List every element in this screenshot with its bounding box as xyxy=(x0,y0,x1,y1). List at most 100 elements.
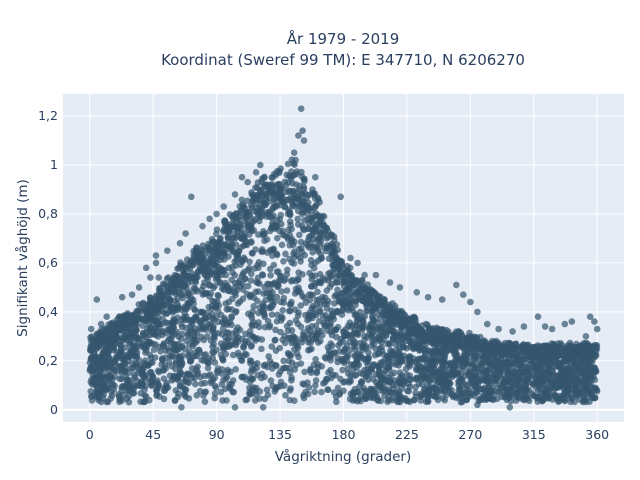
data-point xyxy=(153,387,160,394)
data-point xyxy=(527,349,534,357)
data-point xyxy=(249,375,257,383)
data-point xyxy=(185,290,193,298)
data-point xyxy=(294,215,302,223)
data-point xyxy=(316,230,324,237)
data-point xyxy=(495,325,502,333)
data-point xyxy=(198,253,205,261)
data-point xyxy=(488,388,496,396)
data-point xyxy=(162,365,170,372)
data-point xyxy=(300,381,308,388)
data-point xyxy=(524,365,531,372)
x-axis-title: Vågriktning (grader) xyxy=(275,448,412,465)
data-point xyxy=(254,279,262,287)
data-point xyxy=(262,195,270,203)
data-point xyxy=(336,298,344,305)
data-point xyxy=(232,327,240,334)
data-point xyxy=(417,332,424,340)
data-point xyxy=(198,356,205,364)
data-point xyxy=(593,325,601,333)
data-point xyxy=(311,388,318,396)
data-point xyxy=(247,277,255,284)
data-point xyxy=(181,309,188,317)
data-point xyxy=(154,333,162,340)
data-point xyxy=(223,306,231,313)
data-point xyxy=(93,296,101,303)
data-point xyxy=(339,338,347,345)
data-point xyxy=(471,387,478,395)
data-point xyxy=(285,188,293,195)
data-point xyxy=(327,328,335,336)
data-point xyxy=(133,343,141,350)
data-point xyxy=(410,313,418,321)
data-point xyxy=(551,358,559,366)
data-point xyxy=(460,353,468,361)
data-point xyxy=(222,375,230,382)
data-point xyxy=(517,390,525,397)
data-point xyxy=(207,320,214,328)
data-point xyxy=(301,294,308,302)
data-point xyxy=(204,364,212,372)
data-point xyxy=(229,377,237,384)
data-point xyxy=(123,377,131,384)
data-point xyxy=(292,156,299,164)
data-point xyxy=(283,322,291,330)
data-point xyxy=(283,171,291,179)
data-point xyxy=(295,186,303,193)
data-point xyxy=(342,270,349,277)
data-point xyxy=(354,259,361,267)
data-point xyxy=(492,349,500,357)
data-point xyxy=(208,327,216,335)
data-point xyxy=(551,363,558,370)
data-point xyxy=(253,184,261,191)
x-tick-label: 225 xyxy=(395,427,419,442)
data-point xyxy=(314,288,321,296)
data-point xyxy=(338,279,346,286)
data-point xyxy=(471,392,479,400)
data-point xyxy=(266,323,273,331)
data-point xyxy=(289,276,296,284)
scatter-points xyxy=(86,105,601,411)
data-point xyxy=(334,384,342,392)
data-point xyxy=(332,326,340,333)
data-point xyxy=(184,299,191,307)
x-tick-label: 90 xyxy=(209,427,225,442)
data-point xyxy=(266,286,274,293)
data-point xyxy=(250,208,258,215)
data-point xyxy=(187,329,194,336)
data-point xyxy=(147,324,154,332)
data-point xyxy=(457,329,465,337)
data-point xyxy=(168,304,176,311)
data-point xyxy=(174,373,182,381)
data-point xyxy=(396,321,403,329)
data-point xyxy=(125,398,133,406)
data-point xyxy=(323,375,330,383)
data-point xyxy=(270,246,277,254)
data-point xyxy=(351,343,358,350)
data-point xyxy=(197,373,204,381)
data-point xyxy=(201,279,208,286)
data-point xyxy=(571,382,579,390)
chart-title-line-2: Koordinat (Sweref 99 TM): E 347710, N 62… xyxy=(161,51,525,69)
data-point xyxy=(121,357,128,365)
data-point xyxy=(229,351,237,359)
data-point xyxy=(551,385,558,393)
data-point xyxy=(116,395,123,402)
data-point xyxy=(328,350,335,358)
data-point xyxy=(273,168,281,175)
data-point xyxy=(246,384,253,392)
data-point xyxy=(226,285,234,292)
data-point xyxy=(248,321,255,329)
data-point xyxy=(532,384,540,391)
data-point xyxy=(115,352,122,360)
data-point xyxy=(233,257,240,264)
data-point xyxy=(260,260,267,268)
data-point xyxy=(219,318,226,326)
data-point xyxy=(105,348,112,356)
data-point xyxy=(439,360,447,368)
data-point xyxy=(146,396,153,404)
data-point xyxy=(275,181,283,188)
data-point xyxy=(213,254,221,262)
data-point xyxy=(138,381,146,388)
data-point xyxy=(585,345,593,353)
